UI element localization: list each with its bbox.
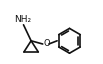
Text: O: O bbox=[43, 39, 50, 49]
Text: NH₂: NH₂ bbox=[14, 15, 31, 24]
